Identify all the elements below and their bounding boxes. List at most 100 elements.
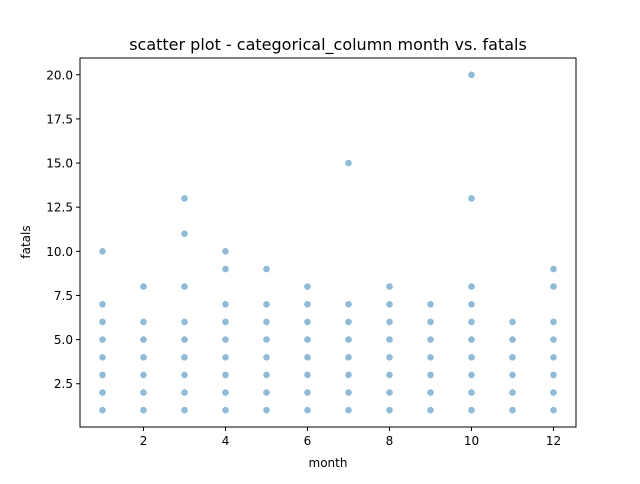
data-point <box>468 354 475 361</box>
data-point <box>550 283 557 290</box>
data-point <box>509 318 516 326</box>
y-tick-label: 2.5 <box>54 377 73 391</box>
data-point <box>304 406 311 414</box>
data-point <box>181 283 188 290</box>
data-point <box>509 371 516 379</box>
data-point <box>427 389 434 396</box>
data-point <box>550 389 557 396</box>
data-point <box>99 318 106 326</box>
data-point <box>222 265 229 273</box>
y-axis-label: fatals <box>19 225 33 258</box>
data-point <box>345 336 352 343</box>
data-point <box>222 354 229 361</box>
data-point <box>386 318 393 326</box>
data-point <box>99 406 106 414</box>
data-point <box>222 389 229 396</box>
y-tick-label: 5.0 <box>54 333 73 347</box>
y-tick-label: 17.5 <box>46 112 73 126</box>
data-point <box>427 406 434 414</box>
data-point <box>99 301 106 308</box>
data-point <box>99 248 106 255</box>
data-point <box>550 371 557 379</box>
data-point <box>509 406 516 414</box>
data-point <box>181 371 188 379</box>
data-point <box>345 371 352 379</box>
data-point <box>386 283 393 290</box>
data-point <box>345 389 352 396</box>
data-point <box>181 195 188 202</box>
data-point <box>140 406 147 414</box>
data-point <box>140 318 147 326</box>
data-point <box>222 406 229 414</box>
x-tick-label: 8 <box>386 434 394 448</box>
y-tick-label: 20.0 <box>46 68 73 82</box>
x-tick-label: 12 <box>546 434 561 448</box>
data-point <box>263 336 270 343</box>
data-point <box>263 354 270 361</box>
y-tick-label: 10.0 <box>46 245 73 259</box>
data-point <box>304 336 311 343</box>
data-point <box>386 336 393 343</box>
data-point <box>181 406 188 414</box>
data-point <box>509 336 516 343</box>
x-tick-label: 6 <box>304 434 312 448</box>
data-point <box>345 301 352 308</box>
data-point <box>263 406 270 414</box>
data-point <box>222 371 229 379</box>
data-point <box>263 318 270 326</box>
data-point <box>468 336 475 343</box>
data-point <box>263 265 270 273</box>
data-point <box>468 371 475 379</box>
data-points <box>99 71 557 414</box>
y-tick-label: 12.5 <box>46 201 73 215</box>
data-point <box>181 354 188 361</box>
data-point <box>263 371 270 379</box>
data-point <box>181 336 188 343</box>
data-point <box>427 301 434 308</box>
data-point <box>99 354 106 361</box>
data-point <box>222 248 229 255</box>
data-point <box>304 354 311 361</box>
data-point <box>222 301 229 308</box>
data-point <box>550 318 557 326</box>
x-tick-label: 2 <box>140 434 148 448</box>
x-tick-label: 10 <box>464 434 479 448</box>
chart-title: scatter plot - categorical_column month … <box>129 35 527 55</box>
data-point <box>99 389 106 396</box>
data-point <box>222 336 229 343</box>
data-point <box>386 389 393 396</box>
y-tick-label: 15.0 <box>46 157 73 171</box>
data-point <box>222 318 229 326</box>
data-point <box>427 371 434 379</box>
data-point <box>468 283 475 290</box>
data-point <box>468 406 475 414</box>
data-point <box>386 371 393 379</box>
data-point <box>550 406 557 414</box>
data-point <box>140 283 147 290</box>
data-point <box>468 301 475 308</box>
data-point <box>550 265 557 273</box>
data-point <box>550 354 557 361</box>
x-tick-label: 4 <box>222 434 230 448</box>
data-point <box>468 389 475 396</box>
data-point <box>304 318 311 326</box>
data-point <box>263 301 270 308</box>
data-point <box>304 301 311 308</box>
data-point <box>386 301 393 308</box>
data-point <box>427 318 434 326</box>
data-point <box>345 159 352 167</box>
data-point <box>263 389 270 396</box>
data-point <box>345 354 352 361</box>
data-point <box>386 354 393 361</box>
data-point <box>468 71 475 79</box>
data-point <box>427 354 434 361</box>
data-point <box>304 371 311 379</box>
plot-frame <box>79 57 577 428</box>
data-point <box>509 389 516 396</box>
data-point <box>99 336 106 343</box>
data-point <box>468 318 475 326</box>
data-point <box>345 406 352 414</box>
y-tick-label: 7.5 <box>54 289 73 303</box>
